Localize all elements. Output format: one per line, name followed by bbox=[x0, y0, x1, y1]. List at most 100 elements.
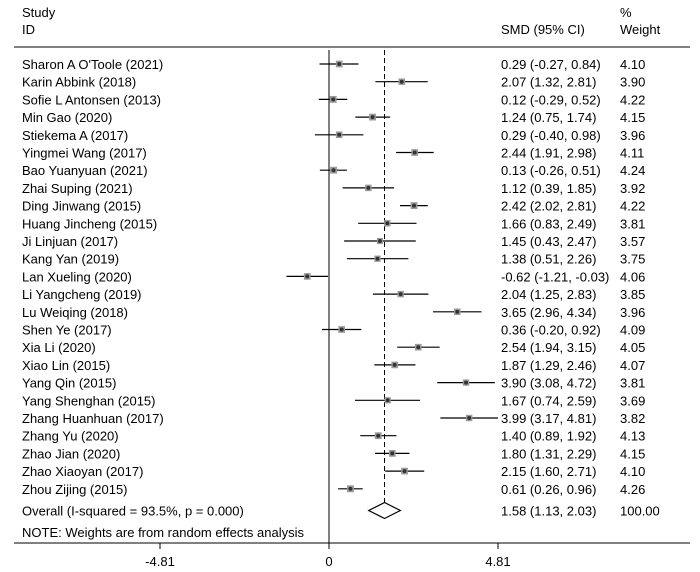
overall-diamond bbox=[367, 501, 402, 520]
study-row: Zhang Yu (2020) 1.40 (0.89, 1.92) 4.13 bbox=[22, 429, 645, 444]
study-name: Sharon A O'Toole (2021) bbox=[22, 57, 163, 72]
study-row: Xiao Lin (2015) 1.87 (1.29, 2.46) 4.07 bbox=[22, 358, 645, 373]
weight-value: 4.05 bbox=[620, 340, 645, 355]
weight-value: 3.92 bbox=[620, 181, 645, 196]
smd-ci-value: 0.61 (0.26, 0.96) bbox=[501, 482, 596, 497]
smd-ci-value: 1.38 (0.51, 2.26) bbox=[501, 252, 596, 267]
weight-value: 3.82 bbox=[620, 411, 645, 426]
header-study: Study bbox=[22, 5, 56, 20]
weight-value: 4.24 bbox=[620, 163, 645, 178]
smd-ci-value: 3.65 (2.96, 4.34) bbox=[501, 305, 596, 320]
point-estimate bbox=[337, 132, 342, 137]
smd-ci-value: 0.36 (-0.20, 0.92) bbox=[501, 323, 601, 338]
weight-value: 3.85 bbox=[620, 287, 645, 302]
smd-ci-value: 1.80 (1.31, 2.29) bbox=[501, 446, 596, 461]
point-estimate bbox=[455, 309, 460, 314]
weight-value: 4.26 bbox=[620, 482, 645, 497]
study-name: Yang Qin (2015) bbox=[22, 376, 116, 391]
smd-ci-value: 1.12 (0.39, 1.85) bbox=[501, 181, 596, 196]
study-name: Shen Ye (2017) bbox=[22, 323, 112, 338]
point-estimate bbox=[339, 327, 344, 332]
smd-ci-value: 0.12 (-0.29, 0.52) bbox=[501, 92, 601, 107]
weight-value: 4.22 bbox=[620, 199, 645, 214]
weight-value: 3.96 bbox=[620, 128, 645, 143]
study-row: Sharon A O'Toole (2021) 0.29 (-0.27, 0.84… bbox=[22, 57, 645, 72]
weight-value: 3.69 bbox=[620, 393, 645, 408]
smd-ci-value: 0.13 (-0.26, 0.51) bbox=[501, 163, 601, 178]
weight-value: 4.10 bbox=[620, 57, 645, 72]
smd-ci-value: 3.99 (3.17, 4.81) bbox=[501, 411, 596, 426]
weight-value: 3.81 bbox=[620, 216, 645, 231]
weight-value: 4.22 bbox=[620, 92, 645, 107]
weight-value: 3.96 bbox=[620, 305, 645, 320]
weight-value: 4.09 bbox=[620, 323, 645, 338]
smd-ci-value: 0.29 (-0.27, 0.84) bbox=[501, 57, 601, 72]
study-name: Yang Shenghan (2015) bbox=[22, 393, 155, 408]
point-estimate bbox=[385, 398, 390, 403]
study-row: Huang Jincheng (2015) 1.66 (0.83, 2.49) 3.… bbox=[22, 216, 645, 231]
smd-ci-value: 1.66 (0.83, 2.49) bbox=[501, 216, 596, 231]
weight-value: 3.81 bbox=[620, 376, 645, 391]
study-name: Xia Li (2020) bbox=[22, 340, 96, 355]
point-estimate bbox=[337, 62, 342, 66]
weight-value: 4.10 bbox=[620, 464, 645, 479]
point-estimate bbox=[398, 292, 403, 297]
point-estimate bbox=[376, 433, 381, 438]
weight-value: 4.06 bbox=[620, 269, 645, 284]
point-estimate bbox=[467, 416, 472, 420]
study-name: Sofie L Antonsen (2013) bbox=[22, 92, 161, 107]
study-name: Lu Weiqing (2018) bbox=[22, 305, 128, 320]
point-estimate bbox=[348, 486, 353, 491]
smd-ci-value: 1.87 (1.29, 2.46) bbox=[501, 358, 596, 373]
study-name: Ding Jinwang (2015) bbox=[22, 199, 141, 214]
smd-ci-value: 2.42 (2.02, 2.81) bbox=[501, 199, 596, 214]
study-row: Lan Xueling (2020) -0.62 (-1.21, -0.03) 4.… bbox=[22, 269, 645, 284]
study-name: Kang Yan (2019) bbox=[22, 252, 119, 267]
study-row: Yingmei Wang (2017) 2.44 (1.91, 2.98) 4.11 bbox=[22, 146, 644, 161]
study-row: Zhao Xiaoyan (2017) 2.15 (1.60, 2.71) 4.10 bbox=[22, 464, 645, 479]
point-estimate bbox=[412, 150, 417, 155]
point-estimate bbox=[402, 469, 407, 474]
smd-ci-value: 1.45 (0.43, 2.47) bbox=[501, 234, 596, 249]
study-row: Stiekema A (2017) 0.29 (-0.40, 0.98) 3.96 bbox=[22, 128, 645, 143]
study-row: Lu Weiqing (2018) 3.65 (2.96, 4.34) 3.96 bbox=[22, 305, 645, 320]
study-name: Zhang Huanhuan (2017) bbox=[22, 411, 164, 426]
study-name: Bao Yuanyuan (2021) bbox=[22, 163, 148, 178]
point-estimate bbox=[399, 79, 404, 84]
point-estimate bbox=[390, 451, 395, 456]
x-tick-label: 4.81 bbox=[485, 554, 510, 569]
weight-value: 3.57 bbox=[620, 234, 645, 249]
study-row: Zhang Huanhuan (2017) 3.99 (3.17, 4.81) 3.… bbox=[22, 411, 645, 426]
point-estimate bbox=[331, 168, 336, 173]
study-name: Zhou Zijing (2015) bbox=[22, 482, 128, 497]
point-estimate bbox=[331, 97, 336, 102]
study-row: Bao Yuanyuan (2021) 0.13 (-0.26, 0.51) 4.2… bbox=[22, 163, 645, 178]
point-estimate bbox=[385, 221, 390, 226]
study-row: Yang Qin (2015) 3.90 (3.08, 4.72) 3.81 bbox=[22, 376, 645, 391]
study-name: Karin Abbink (2018) bbox=[22, 75, 136, 90]
smd-ci-value: 1.40 (0.89, 1.92) bbox=[501, 429, 596, 444]
study-name: Zhai Suping (2021) bbox=[22, 181, 133, 196]
point-estimate bbox=[305, 274, 310, 279]
study-row: Zhao Jian (2020) 1.80 (1.31, 2.29) 4.15 bbox=[22, 446, 645, 461]
study-name: Huang Jincheng (2015) bbox=[22, 216, 157, 231]
point-estimate bbox=[416, 345, 421, 350]
smd-ci-value: 2.54 (1.94, 3.15) bbox=[501, 340, 596, 355]
smd-ci-value: 3.90 (3.08, 4.72) bbox=[501, 376, 596, 391]
point-estimate bbox=[375, 256, 380, 261]
point-estimate bbox=[366, 185, 371, 190]
study-row: Shen Ye (2017) 0.36 (-0.20, 0.92) 4.09 bbox=[22, 323, 645, 338]
weight-value: 4.11 bbox=[620, 146, 644, 161]
overall-weight: 100.00 bbox=[620, 504, 660, 519]
note-text: NOTE: Weights are from random effects an… bbox=[22, 525, 305, 540]
weight-value: 3.90 bbox=[620, 75, 645, 90]
study-row: Zhai Suping (2021) 1.12 (0.39, 1.85) 3.92 bbox=[22, 181, 645, 196]
smd-ci-value: -0.62 (-1.21, -0.03) bbox=[501, 269, 609, 284]
weight-value: 4.13 bbox=[620, 429, 645, 444]
smd-ci-value: 1.67 (0.74, 2.59) bbox=[501, 393, 596, 408]
smd-ci-value: 0.29 (-0.40, 0.98) bbox=[501, 128, 601, 143]
x-tick-label: 0 bbox=[325, 554, 332, 569]
study-row: Karin Abbink (2018) 2.07 (1.32, 2.81) 3.90 bbox=[22, 75, 645, 90]
study-name: Lan Xueling (2020) bbox=[22, 269, 132, 284]
